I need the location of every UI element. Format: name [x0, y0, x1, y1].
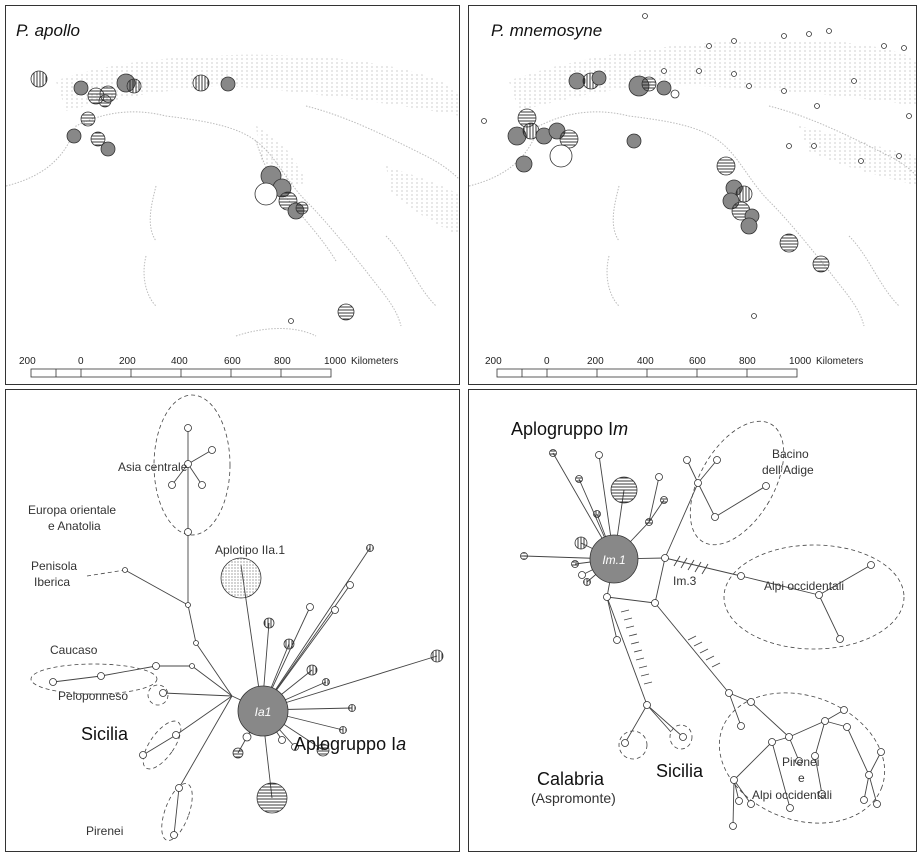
scale-tick: 400: [637, 356, 654, 367]
region-label: dell'Adige: [762, 463, 814, 477]
scale-tick: 1000: [324, 356, 347, 367]
map-apollo-svg: P. apollo 200 0 200 400 600 800 1000 Kil…: [6, 21, 459, 378]
region-label: Iberica: [34, 575, 70, 589]
region-label: Alpi occidentali: [764, 579, 844, 593]
scale-tick: 800: [274, 356, 291, 367]
region-label: Bacino: [772, 447, 809, 461]
region-label: Europa orientale: [28, 503, 116, 517]
scale-tick: 200: [119, 356, 136, 367]
region-label: Sicilia: [656, 761, 704, 781]
region-label: e: [798, 771, 805, 785]
haplotype-label: Aplotipo IIa.1: [215, 543, 285, 557]
region-label: Pirenei: [782, 755, 819, 769]
scale-bar: 200 0 200 400 600 800 1000 Kilometers: [485, 356, 863, 378]
scale-tick: 400: [171, 356, 188, 367]
region-label: (Aspromonte): [531, 790, 616, 806]
scale-tick: 600: [224, 356, 241, 367]
network-mnemosyne-svg: Aplogruppo Im Im.1 Im.3 Bacino dell'Adig…: [511, 419, 905, 830]
map-species-label: P. mnemosyne: [491, 21, 602, 40]
mnemosyne-sample-sites: [481, 13, 912, 319]
haplotype-label: Im.3: [673, 574, 697, 588]
network-panel-apollo: Asia centrale Europa orientale e Anatoli…: [5, 389, 460, 852]
scale-tick: 0: [544, 356, 550, 367]
region-label: Asia centrale: [118, 460, 188, 474]
haplogroup-label: Aplogruppo Im: [511, 419, 628, 439]
map-panel-mnemosyne: P. mnemosyne 200 0 200 400 600 800 1000 …: [468, 5, 917, 385]
region-label: Alpi occidentali: [752, 788, 832, 802]
scale-tick: 200: [587, 356, 604, 367]
scale-tick: 0: [78, 356, 84, 367]
scale-tick: 200: [485, 356, 502, 367]
region-label: Penisola: [31, 559, 77, 573]
scale-unit: Kilometers: [351, 356, 398, 367]
map-mnemosyne-svg: P. mnemosyne 200 0 200 400 600 800 1000 …: [469, 13, 916, 378]
hub-label: Im.1: [602, 553, 625, 567]
network-panel-mnemosyne: Aplogruppo Im Im.1 Im.3 Bacino dell'Adig…: [468, 389, 917, 852]
scale-tick: 1000: [789, 356, 812, 367]
scale-tick: 800: [739, 356, 756, 367]
region-label: Sicilia: [81, 724, 129, 744]
map-species-label: P. apollo: [16, 21, 80, 40]
scale-tick: 600: [689, 356, 706, 367]
apollo-sample-sites: [30, 70, 355, 324]
region-label: Caucaso: [50, 643, 98, 657]
map-panel-apollo: P. apollo 200 0 200 400 600 800 1000 Kil…: [5, 5, 460, 385]
network-apollo-svg: Asia centrale Europa orientale e Anatoli…: [28, 394, 444, 841]
haplogroup-label: Aplogruppo Ia: [294, 734, 406, 754]
region-label: Pirenei: [86, 824, 123, 838]
region-label: Calabria: [537, 769, 605, 789]
region-label: e Anatolia: [48, 519, 101, 533]
scale-bar: 200 0 200 400 600 800 1000 Kilometers: [19, 356, 398, 378]
scale-unit: Kilometers: [816, 356, 863, 367]
hub-label: Ia1: [255, 705, 272, 719]
region-label: Peloponneso: [58, 689, 128, 703]
scale-tick: 200: [19, 356, 36, 367]
